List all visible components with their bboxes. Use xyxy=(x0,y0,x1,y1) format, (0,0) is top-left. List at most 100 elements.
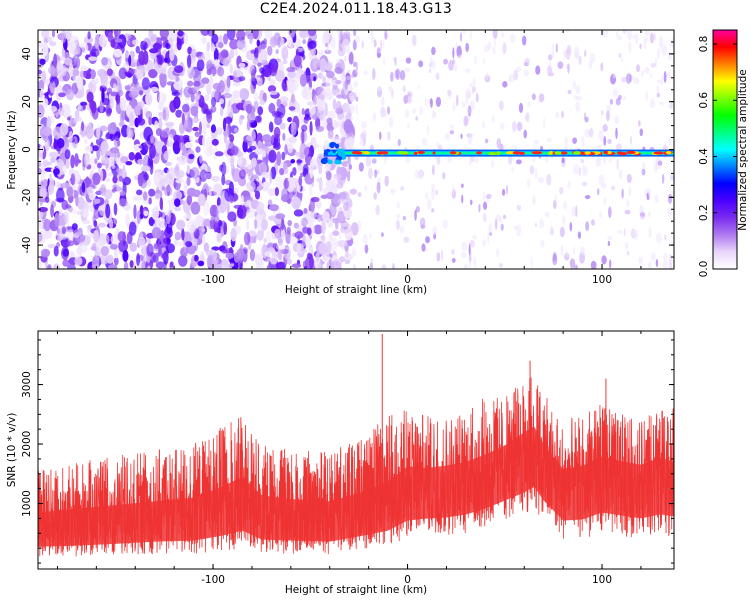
spectrogram-blob xyxy=(148,188,156,197)
spectrogram-blob xyxy=(382,111,387,118)
spectrogram-blob xyxy=(274,187,279,197)
spectrogram-blob xyxy=(230,145,239,156)
spectrogram-blob xyxy=(47,36,53,43)
spectrogram-blob xyxy=(92,145,100,152)
spectrogram-blob xyxy=(82,244,88,253)
spectrogram-blob xyxy=(326,122,335,132)
spectrogram-blob xyxy=(508,154,513,166)
spectrogram-blob xyxy=(107,31,113,43)
spectrogram-blob xyxy=(58,92,66,98)
spectrogram-blob xyxy=(50,204,55,218)
tone-band-core xyxy=(335,152,674,155)
spectrogram-blob xyxy=(436,251,441,262)
spectrogram-blob xyxy=(249,36,253,45)
spectrogram-blob xyxy=(106,254,114,264)
spectrogram-blob xyxy=(108,152,117,158)
spectrogram-blob xyxy=(229,134,235,143)
spectrogram-blob xyxy=(414,169,420,179)
spectrogram-blob xyxy=(171,91,181,97)
spectrogram-blob xyxy=(493,37,497,47)
spectrogram-blob xyxy=(273,126,281,139)
spectrogram-blob xyxy=(212,183,223,197)
spectrogram-blob xyxy=(38,69,43,75)
spectrogram-blob xyxy=(526,179,531,188)
spectrogram-blob xyxy=(551,43,555,50)
spectrogram-blob xyxy=(97,222,107,228)
spectrogram-blob xyxy=(204,94,210,102)
spectrogram-blob xyxy=(298,176,303,186)
spectrogram-blob xyxy=(318,161,323,175)
spectrogram-blob xyxy=(332,230,340,237)
spectrogram-blob xyxy=(452,59,456,65)
spectrogram-blob xyxy=(112,175,118,184)
spectrogram-blob xyxy=(569,258,576,269)
spectrogram-blob xyxy=(274,228,281,239)
spectrogram-blob xyxy=(343,55,347,63)
spectrogram-blob xyxy=(384,30,388,40)
spectrogram-blob xyxy=(264,251,272,257)
spectrogram-blob xyxy=(313,224,323,235)
spectrogram-blob xyxy=(43,98,49,108)
spectrogram-blob xyxy=(447,89,452,97)
tone-onset-blob xyxy=(320,158,328,165)
spectrogram-blob xyxy=(116,151,121,159)
spectrogram-blob xyxy=(222,265,231,269)
spectrogram-blob xyxy=(467,105,472,117)
spectrogram-blob xyxy=(85,176,90,189)
spectrogram-blob xyxy=(395,219,400,231)
spectrogram-blob xyxy=(527,100,531,107)
colorbar-tick-label: 0.0 xyxy=(698,261,710,278)
spectrogram-blob xyxy=(138,90,144,96)
spectrogram-blob xyxy=(344,79,349,90)
tone-onset-blob xyxy=(336,160,342,165)
spectrogram-x-ticks: -100 0 100 xyxy=(56,30,642,286)
spectrogram-blob xyxy=(655,259,659,268)
spectrogram-blob xyxy=(321,33,329,45)
spectrogram-blob xyxy=(485,71,489,81)
spectrogram-blob xyxy=(563,200,568,210)
spectrogram-blob xyxy=(42,42,49,56)
spectrogram-blob xyxy=(88,192,96,201)
spectrogram-blob xyxy=(309,120,313,136)
spectrogram-blob xyxy=(432,226,438,235)
spectrogram-blob xyxy=(319,58,327,73)
spectrogram-blob xyxy=(235,30,246,41)
spectrogram-blob xyxy=(243,31,253,36)
spectrogram-blob xyxy=(648,260,652,269)
spectrogram-blob xyxy=(82,219,91,225)
spectrogram-blob xyxy=(123,261,129,269)
spectrogram-blob xyxy=(279,168,285,176)
spectrogram-blob xyxy=(405,156,411,164)
spectrogram-blob xyxy=(403,236,410,244)
spectrogram-blob xyxy=(195,215,204,227)
spectrogram-blob xyxy=(246,180,256,192)
spectrogram-blob xyxy=(607,240,610,247)
spectrogram-blob xyxy=(110,39,116,48)
spectrogram-blob xyxy=(320,194,328,199)
x-tick-label: 0 xyxy=(404,574,411,586)
spectrogram-blob xyxy=(68,130,74,143)
spectrogram-blob xyxy=(165,43,171,50)
spectrogram-blob xyxy=(294,38,301,49)
spectrogram-blob xyxy=(264,30,273,39)
spectrogram-blob xyxy=(254,219,258,230)
spectrogram-blob xyxy=(268,121,274,133)
spectrogram-blob xyxy=(509,33,516,44)
spectrogram-blob xyxy=(196,58,205,72)
spectrogram-blob xyxy=(540,239,545,248)
spectrogram-blob xyxy=(319,106,326,111)
spectrogram-blob xyxy=(243,196,254,203)
spectrogram-blob xyxy=(258,162,268,175)
spectrogram-blob xyxy=(188,153,195,160)
spectrogram-blob xyxy=(91,264,100,269)
tone-hotspot xyxy=(653,151,664,155)
spectrogram-blob xyxy=(578,167,581,177)
spectrogram-blob xyxy=(233,252,240,263)
spectrogram-blob xyxy=(589,52,595,64)
spectrogram-blob xyxy=(546,137,552,142)
spectrogram-blob xyxy=(93,220,98,227)
spectrogram-blob xyxy=(132,195,142,201)
spectrogram-blob xyxy=(584,49,587,58)
spectrogram-blob xyxy=(245,208,256,219)
spectrogram-blob xyxy=(469,83,473,88)
